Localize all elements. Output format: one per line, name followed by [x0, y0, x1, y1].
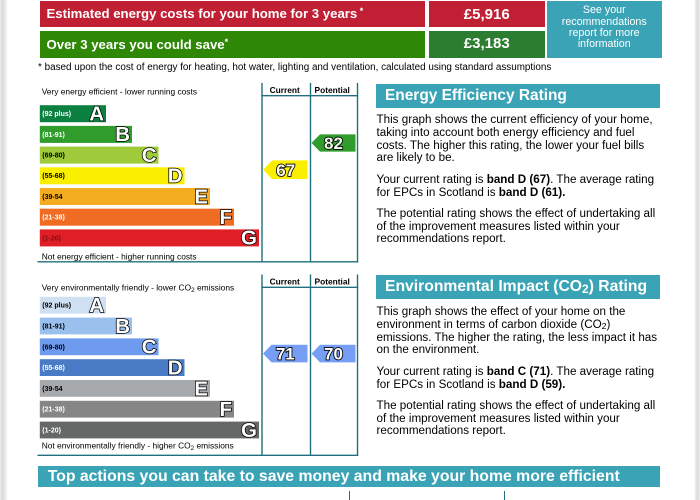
svg-text:C: C: [142, 144, 157, 167]
svg-text:F: F: [219, 206, 232, 229]
svg-text:A: A: [89, 103, 104, 126]
svg-text:Not environmentally friendly -: Not environmentally friendly - higher CO…: [42, 441, 234, 453]
svg-text:C: C: [142, 336, 157, 359]
svg-text:(92 plus): (92 plus): [42, 303, 71, 310]
svg-text:(92 plus): (92 plus): [42, 111, 71, 118]
svg-text:Current: Current: [270, 85, 300, 95]
svg-text:Current: Current: [270, 277, 300, 287]
svg-text:70: 70: [324, 345, 343, 364]
svg-text:G: G: [241, 227, 257, 250]
svg-text:B: B: [115, 315, 130, 338]
svg-text:(69-80): (69-80): [42, 153, 65, 160]
svg-text:82: 82: [324, 134, 343, 153]
svg-text:(39-54: (39-54: [42, 194, 62, 201]
svg-text:F: F: [219, 398, 232, 421]
svg-text:(1-20): (1-20): [42, 235, 61, 242]
svg-text:D: D: [168, 165, 183, 188]
svg-text:A: A: [89, 294, 104, 317]
svg-text:(69-80): (69-80): [42, 344, 65, 351]
svg-text:E: E: [194, 185, 208, 208]
svg-text:Not energy efficient - higher: Not energy efficient - higher running co…: [42, 252, 197, 262]
svg-text:(21-38): (21-38): [42, 407, 65, 414]
svg-text:67: 67: [276, 161, 295, 180]
svg-text:(1-20): (1-20): [42, 428, 61, 435]
svg-text:Very environmentally friendly: Very environmentally friendly - lower CO…: [42, 282, 235, 294]
svg-text:Potential: Potential: [315, 277, 350, 287]
svg-text:(55-68): (55-68): [42, 365, 65, 372]
svg-text:Very energy efficient - lower: Very energy efficient - lower running co…: [42, 86, 197, 96]
svg-text:(81-91): (81-91): [42, 132, 65, 139]
svg-text:G: G: [241, 419, 257, 442]
svg-text:E: E: [194, 377, 208, 400]
svg-text:(39-54: (39-54: [42, 386, 62, 393]
svg-text:71: 71: [276, 345, 295, 364]
svg-text:B: B: [115, 123, 130, 146]
svg-text:Potential: Potential: [315, 85, 350, 95]
svg-text:D: D: [168, 357, 183, 380]
svg-text:(55-68): (55-68): [42, 173, 65, 180]
svg-text:(21-38): (21-38): [42, 215, 65, 222]
svg-text:(81-91): (81-91): [42, 324, 65, 331]
